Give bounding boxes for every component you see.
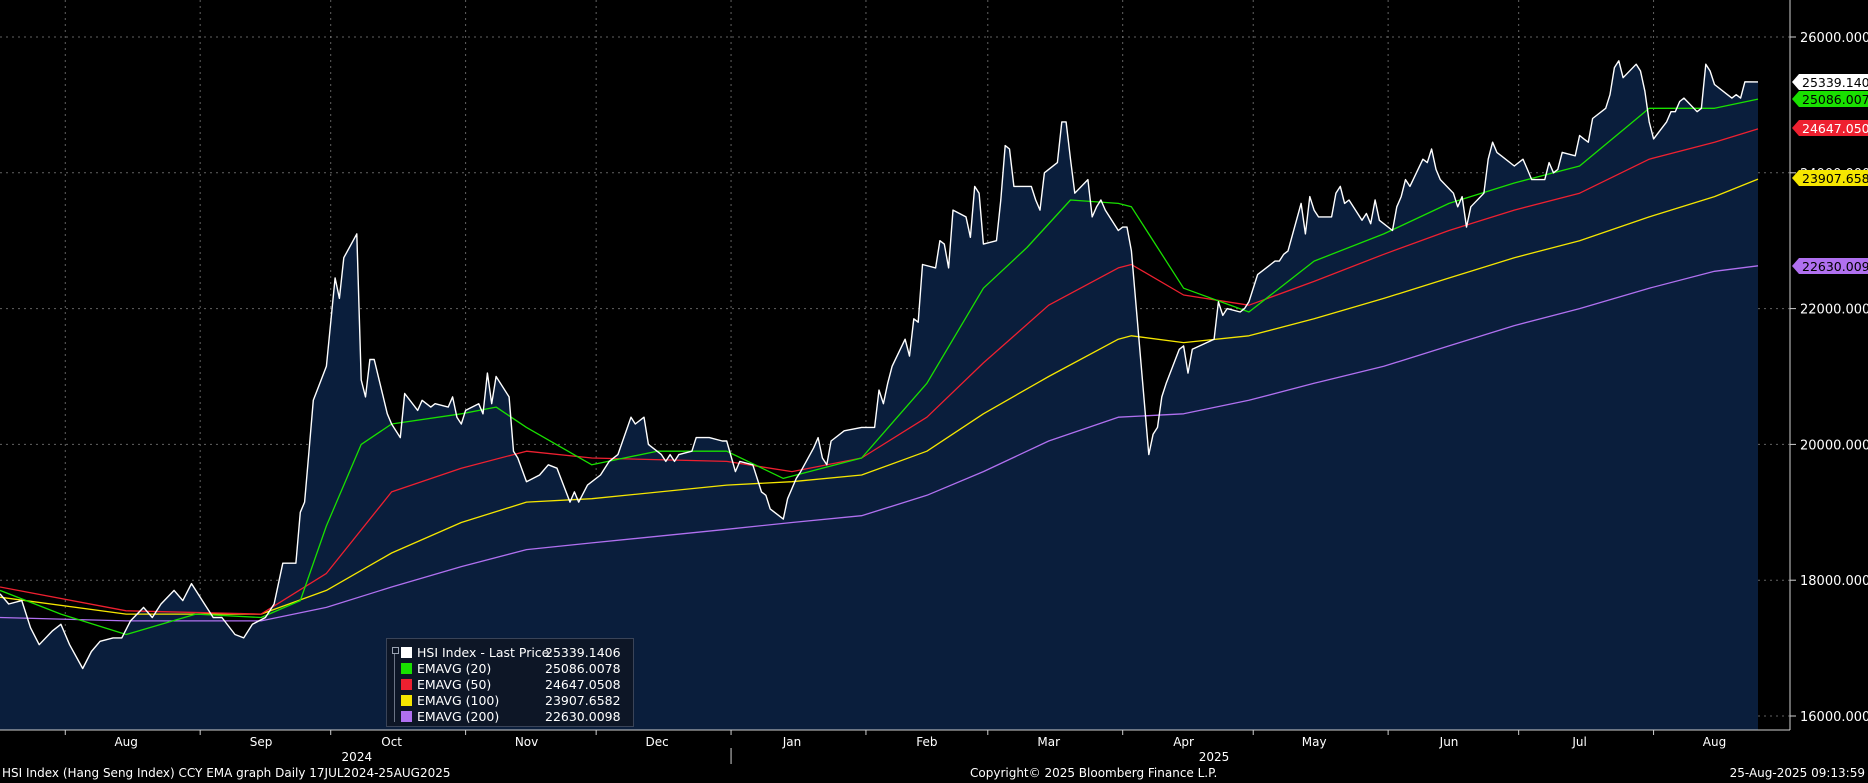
last-value-tag-1: 25086.0078	[1792, 91, 1868, 107]
x-tick-label: Mar	[1037, 735, 1060, 749]
legend-item-emavg-200[interactable]: EMAVG (200) 22630.0098	[401, 709, 621, 724]
last-value-tag-0: 25339.1406	[1792, 74, 1868, 90]
series-line-2	[0, 128, 1759, 615]
legend-collapse-toggle[interactable]	[392, 647, 399, 654]
y-tick-label: 16000.0000	[1800, 710, 1868, 725]
tag-background	[1792, 91, 1868, 107]
legend-series-value: 22630.0098	[545, 709, 621, 724]
series-line-1	[0, 98, 1759, 636]
last-value-tag-2: 24647.0508	[1792, 120, 1868, 136]
series-layer	[0, 60, 1759, 670]
legend-swatch	[401, 663, 412, 674]
y-tick-label: 18000.0000	[1800, 574, 1868, 589]
x-tick-label: May	[1302, 735, 1327, 749]
legend-series-name: EMAVG (100)	[417, 693, 500, 708]
x-tick-label: Jun	[1439, 735, 1459, 749]
timestamp-text: 25-Aug-2025 09:13:59	[1729, 766, 1865, 780]
legend-tree-line	[394, 654, 400, 722]
tag-value: 24647.0508	[1802, 121, 1868, 136]
legend-series-value: 25339.1406	[545, 645, 621, 660]
tag-background	[1792, 258, 1868, 274]
legend-series-name: EMAVG (20)	[417, 661, 492, 676]
legend-series-value: 25086.0078	[545, 661, 621, 676]
year-label: 2024	[342, 750, 373, 764]
y-tick-label: 26000.0000	[1800, 31, 1868, 46]
legend-swatch	[401, 711, 412, 722]
y-tick-label: 22000.0000	[1800, 303, 1868, 318]
legend-item-emavg-20[interactable]: EMAVG (20) 25086.0078	[401, 661, 621, 676]
x-tick-label: Jul	[1571, 735, 1586, 749]
legend-swatch	[401, 695, 412, 706]
copyright-text: Copyright© 2025 Bloomberg Finance L.P.	[970, 766, 1218, 780]
legend-series-name: EMAVG (50)	[417, 677, 492, 692]
legend-swatch	[401, 647, 412, 658]
legend-series-name: HSI Index - Last Price	[417, 645, 550, 660]
x-tick-label: Aug	[1703, 735, 1726, 749]
series-line-3	[0, 178, 1759, 615]
tag-background	[1792, 120, 1868, 136]
legend-item-hsi-last-price[interactable]: HSI Index - Last Price 25339.1406	[401, 645, 621, 660]
tag-value: 22630.0098	[1802, 259, 1868, 274]
last-value-tags: 25339.1406 25086.0078 24647.0508 23907.6582…	[1792, 74, 1868, 274]
y-tick-label: 20000.0000	[1800, 438, 1868, 453]
x-tick-label: Nov	[515, 735, 538, 749]
tag-value: 25086.0078	[1802, 92, 1868, 107]
tag-value: 25339.1406	[1802, 75, 1868, 90]
series-line-4	[0, 265, 1759, 622]
x-tick-label: Sep	[250, 735, 273, 749]
last-value-tag-4: 22630.0098	[1792, 258, 1868, 274]
tag-background	[1792, 74, 1868, 90]
x-tick-label: Aug	[114, 735, 137, 749]
legend-item-emavg-50[interactable]: EMAVG (50) 24647.0508	[401, 677, 621, 692]
x-tick-label: Oct	[381, 735, 402, 749]
x-tick-label: Dec	[645, 735, 668, 749]
tag-background	[1792, 170, 1868, 186]
chart-legend[interactable]: HSI Index - Last Price 25339.1406 EMAVG …	[386, 638, 634, 727]
legend-series-name: EMAVG (200)	[417, 709, 500, 724]
tag-value: 23907.6582	[1802, 171, 1868, 186]
year-label: 2025	[1199, 750, 1230, 764]
legend-series-value: 24647.0508	[545, 677, 621, 692]
legend-item-emavg-100[interactable]: EMAVG (100) 23907.6582	[401, 693, 621, 708]
chart-description: HSI Index (Hang Seng Index) CCY EMA grap…	[2, 766, 451, 780]
series-line-0	[0, 60, 1759, 670]
x-tick-label: Jan	[782, 735, 802, 749]
last-value-tag-3: 23907.6582	[1792, 170, 1868, 186]
x-tick-label: Feb	[916, 735, 937, 749]
x-tick-label: Apr	[1173, 735, 1194, 749]
legend-series-value: 23907.6582	[545, 693, 621, 708]
legend-swatch	[401, 679, 412, 690]
